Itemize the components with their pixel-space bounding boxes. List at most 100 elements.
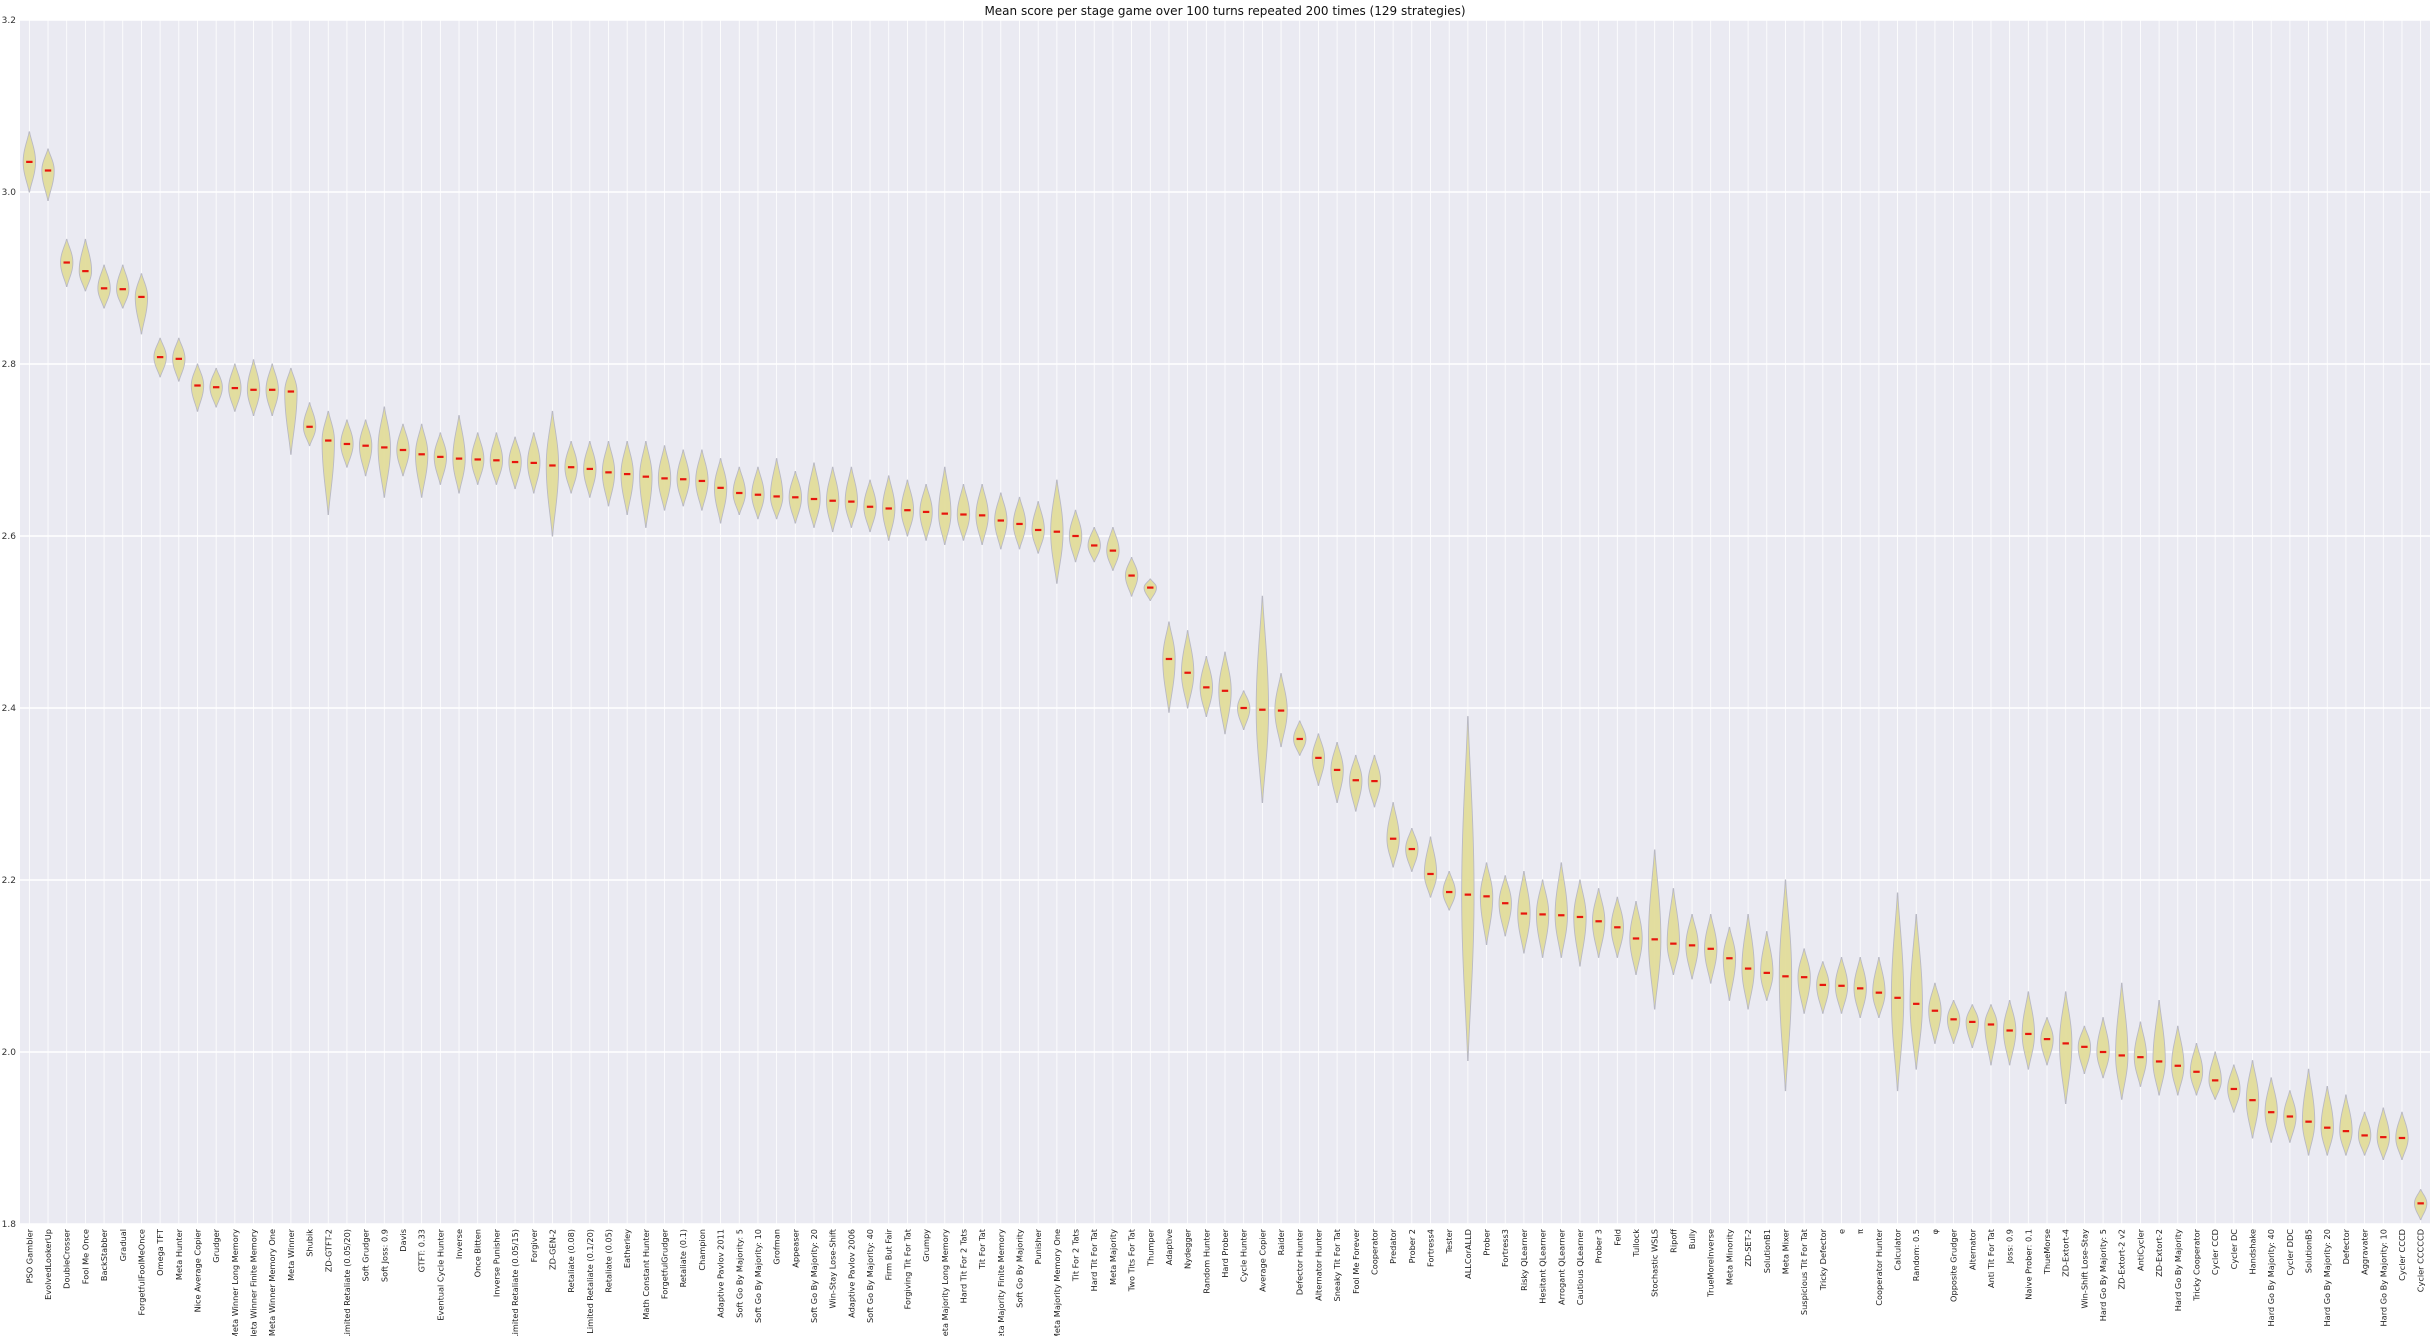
violin-shape [2395, 1111, 2409, 1160]
x-tick-label: Average Copier [1257, 1228, 1267, 1291]
x-tick-label: Naive Prober: 0.1 [2023, 1229, 2033, 1300]
x-tick-label: Meta Majority Memory One [1052, 1229, 1062, 1336]
violin-shape [2171, 1025, 2185, 1096]
violin-shape [1311, 733, 1326, 786]
x-tick-label: Soft Go By Majority [1014, 1229, 1024, 1308]
violin-shape [1741, 913, 1755, 1010]
violin-shape [489, 432, 504, 485]
violin-shape [321, 410, 335, 515]
violin-shape [1031, 501, 1045, 554]
violin-shape [134, 273, 149, 335]
grid-lines [20, 19, 2430, 1225]
x-tick-label: Feld [1612, 1229, 1622, 1246]
violin-shape [1797, 948, 1811, 1014]
x-tick-label: Defector [2341, 1228, 2351, 1264]
violin-shape [2301, 1068, 2316, 1156]
violin-shape [452, 415, 466, 494]
violin-shape [2376, 1107, 2390, 1160]
x-tick-label: Cycler CCCCCD [2416, 1229, 2426, 1292]
x-tick-label: Champion [697, 1229, 707, 1271]
violin-shape [2040, 1017, 2054, 1066]
violin-shape [377, 406, 391, 498]
violin-shape [1498, 875, 1512, 937]
chart-title: Mean score per stage game over 100 turns… [984, 4, 1465, 18]
x-tick-label: Hard Go By Majority: 5 [2098, 1229, 2108, 1321]
violin-shape [97, 264, 111, 309]
x-axis-ticks: PSO Gambler EvolvedLookerUp DoubleCrosser F… [24, 1228, 2425, 1336]
x-tick-label: AntiCycler [2135, 1228, 2145, 1271]
y-tick-label: 2.4 [2, 704, 17, 714]
violin-shape [1479, 862, 1494, 945]
violin-shape [2208, 1051, 2222, 1100]
x-tick-label: SolutionB1 [1762, 1229, 1772, 1273]
violin-shape [639, 440, 653, 528]
violin-shape [1909, 913, 1923, 1070]
x-tick-label: Retaliate (0.08) [566, 1229, 576, 1293]
violin-shape [1648, 849, 1662, 1010]
x-tick-label: Grofman [772, 1229, 782, 1265]
x-tick-label: Adaptive Pavlov 2011 [716, 1229, 726, 1318]
x-tick-label: Math Constant Hunter [641, 1228, 651, 1319]
x-tick-label: Meta Minority [1724, 1229, 1734, 1285]
violin-shape [1349, 754, 1363, 812]
x-tick-label: Hard Go By Majority: 40 [2266, 1229, 2276, 1326]
violin-shape [938, 466, 952, 546]
x-tick-label: Adaptive Pavlov 2006 [846, 1229, 856, 1318]
x-tick-label: Win-Shift Lose-Stay [2079, 1229, 2089, 1309]
x-tick-label: Tit For 2 Tats [1071, 1229, 1081, 1282]
x-tick-label: Tricky Cooperator [2191, 1228, 2201, 1301]
violin-shape [2152, 999, 2166, 1096]
violin-shape [1946, 999, 1961, 1044]
violin-shape [1666, 888, 1681, 976]
x-tick-label: Hard Go By Majority [2173, 1229, 2183, 1311]
violin-shape [1778, 879, 1793, 1092]
x-tick-label: ZD-Extort-4 [2061, 1229, 2071, 1277]
violin-shape [1517, 870, 1531, 954]
violin-shape [2320, 1085, 2334, 1156]
x-tick-label: Prober [1482, 1228, 1492, 1255]
x-tick-label: Random: 0.5 [1911, 1229, 1921, 1281]
x-tick-label: Retaliate (0.1) [678, 1229, 688, 1287]
x-tick-label: Nice Average Copier [192, 1228, 202, 1312]
x-tick-label: Shubik [305, 1229, 315, 1257]
x-tick-label: Hard Go By Majority: 20 [2322, 1229, 2332, 1326]
violin-shape [1461, 716, 1475, 1062]
x-tick-label: PSO Gambler [24, 1228, 34, 1283]
violin-shape [1218, 651, 1232, 735]
x-tick-label: Cautious QLearner [1575, 1228, 1585, 1305]
x-tick-label: Soft Joss: 0.9 [379, 1229, 389, 1282]
x-tick-label: Fool Me Forever [1351, 1228, 1361, 1294]
violin-shape [116, 264, 130, 309]
x-tick-label: Handshake [2248, 1229, 2258, 1275]
x-tick-label: Hesitant QLearner [1538, 1228, 1548, 1303]
x-tick-label: Alternator Hunter [1313, 1228, 1323, 1301]
x-tick-label: Grudger [211, 1228, 221, 1262]
x-tick-label: Meta Winner Memory One [267, 1229, 277, 1336]
x-tick-label: ALLCorALLD [1463, 1229, 1473, 1279]
x-tick-label: Win-Stay Lose-Shift [828, 1228, 838, 1308]
x-tick-label: ForgetfulGrudger [660, 1228, 670, 1299]
x-tick-label: Grumpy [921, 1229, 931, 1262]
violin-shape [433, 432, 448, 485]
y-tick-label: 3.2 [2, 16, 16, 26]
x-tick-label: Meta Winner Long Memory [230, 1229, 240, 1336]
violin-shape [2189, 1042, 2204, 1096]
violin-shape [2264, 1077, 2278, 1143]
x-tick-label: Meta Hunter [174, 1228, 184, 1280]
x-tick-label: Stochastic WSLS [1650, 1229, 1660, 1297]
x-tick-label: BackStabber [99, 1228, 109, 1281]
x-tick-label: Soft Grudger [361, 1228, 371, 1281]
x-tick-label: Thumper [1145, 1228, 1155, 1267]
x-tick-label: Random Hunter [1201, 1228, 1211, 1293]
x-tick-label: Meta Winner Finite Memory [249, 1229, 259, 1336]
x-tick-label: EvolvedLookerUp [43, 1229, 53, 1300]
violin-shape [900, 479, 915, 537]
x-tick-label: SolutionB5 [2304, 1229, 2314, 1273]
x-tick-label: Tester [1444, 1228, 1454, 1254]
violins [22, 131, 2428, 1221]
x-tick-label: Tit For Tat [977, 1228, 987, 1270]
x-tick-label: Anti Tit For Tat [1986, 1228, 1996, 1288]
violin-shape [246, 359, 261, 417]
violin-shape [1255, 595, 1270, 804]
violin-shape [1423, 836, 1438, 898]
